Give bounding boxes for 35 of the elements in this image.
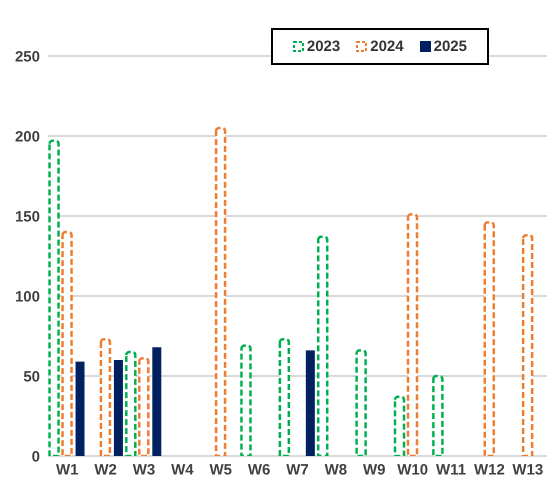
y-tick-label: 50 [23,368,40,386]
bar [316,236,328,456]
bar [214,126,226,456]
x-tick-label: W11 [436,462,466,479]
bar [306,350,315,456]
x-tick-label: W2 [94,462,117,479]
legend-label: 2024 [369,38,404,55]
y-tick-label: 250 [14,48,40,66]
x-tick-label: W4 [171,462,194,479]
x-tick-label: W7 [286,462,309,479]
bar [240,344,252,456]
x-tick-label: W13 [512,462,544,479]
x-tick-label: W9 [363,462,386,479]
x-tick-label: W1 [56,462,78,479]
x-tick-label: W3 [132,462,156,479]
legend-label: 2025 [432,38,467,55]
y-tick-label: 100 [14,288,40,306]
y-tick-label: 150 [14,208,40,226]
bar [76,362,85,456]
bar [522,234,534,456]
x-tick-label: W6 [248,462,270,479]
x-tick-label: W10 [397,462,428,479]
bar [432,374,444,456]
x-tick-label: W8 [324,462,348,479]
bar [100,338,112,456]
y-tick-label: 200 [14,128,40,146]
x-tick-label: W12 [474,462,505,479]
x-tick-label: W5 [209,462,232,479]
bar [355,349,367,456]
bar [114,360,123,456]
legend-label: 2023 [306,38,340,55]
y-tick-label: 0 [32,448,40,466]
bar [278,338,290,456]
bar [484,221,496,456]
bar [152,347,162,456]
